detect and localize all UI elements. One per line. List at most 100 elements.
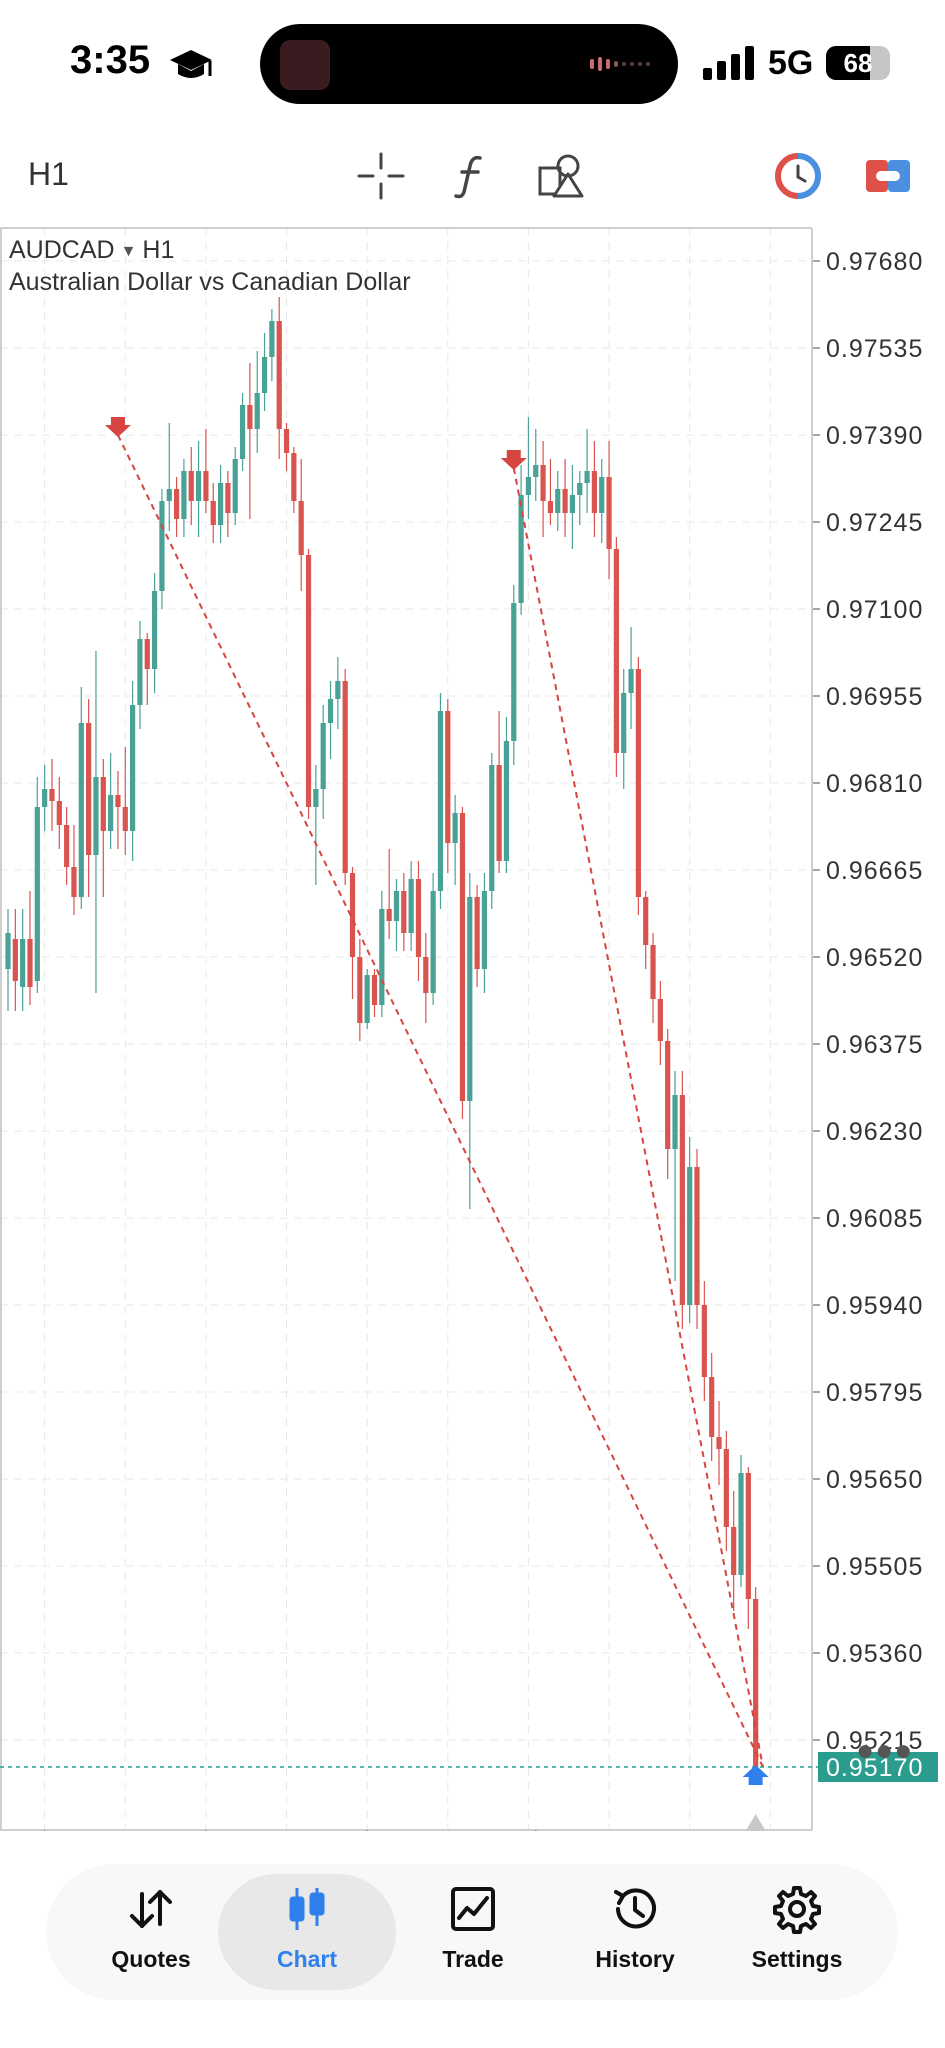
candle-body [364,975,370,1023]
crosshair-icon[interactable] [357,152,405,200]
buy-arrow-icon [742,1765,769,1785]
candle-body [93,777,99,855]
history-clock-icon [614,1888,656,1929]
candle-body [49,789,55,801]
current-price-label: 0.95170 [826,1754,923,1782]
candle-body [144,639,150,669]
y-tick-label: 0.96085 [826,1205,923,1233]
candle-body [533,465,539,477]
candle-body [349,873,356,957]
candle-body [481,891,488,969]
candle-body [115,795,121,807]
candle-body [254,393,260,429]
nav-quotes[interactable]: Quotes [62,1874,240,1990]
candle-body [599,477,605,513]
candle-body [518,495,524,603]
candle-body [210,501,216,525]
candle-body [606,477,612,549]
trade-chart-icon [451,1887,495,1931]
candle-body [437,711,444,891]
candle-body [34,807,40,981]
symbol-description: Australian Dollar vs Canadian Dollar [9,268,411,296]
status-bar: 3:35 5G 68 [0,0,945,130]
candle-body [108,795,114,831]
candle-body [64,825,70,867]
media-thumbnail-icon [280,40,330,90]
candle-body [635,669,641,897]
candle-body [261,357,268,393]
candle-body [452,813,458,843]
nav-history[interactable]: History [546,1874,724,1990]
candle-body [320,723,326,789]
candle-body [753,1599,759,1767]
candle-body [269,321,275,357]
candle-body [665,1041,671,1149]
candle-body [27,939,33,987]
candle-body [166,489,172,501]
y-tick-label: 0.95360 [826,1640,923,1668]
candle-body [445,711,451,843]
candle-body [195,471,202,501]
y-tick-label: 0.96230 [826,1118,923,1146]
battery-icon: 68 [826,46,890,80]
nav-chart[interactable]: Chart [218,1874,396,1990]
candle-body [401,891,407,933]
candle-body [42,789,48,807]
candle-body [709,1377,715,1437]
candlestick-icon [289,1888,325,1930]
nav-trade[interactable]: Trade [384,1874,562,1990]
objects-icon[interactable] [538,152,586,200]
candle-body [137,639,143,705]
graduation-cap-icon [170,50,212,78]
candle-body [628,669,634,693]
candle-body [71,867,77,897]
y-tick-label: 0.97245 [826,509,923,537]
bottom-navigation: Quotes Chart Trade History [46,1864,898,2000]
y-tick-label: 0.95215 [826,1727,923,1755]
nav-settings[interactable]: Settings [708,1874,886,1990]
candle-body [100,777,106,831]
y-tick-label: 0.96665 [826,857,923,885]
y-tick-label: 0.95940 [826,1292,923,1320]
candle-body [621,693,627,753]
candle-body [731,1527,737,1575]
candle-body [217,483,224,525]
chart-canvas[interactable]: 0.97680 0.97535 0.97390 0.97245 0.97100 0.969… [0,226,945,1831]
y-tick-label: 0.97390 [826,422,923,450]
candle-body [511,603,517,741]
candle-body [555,489,561,513]
candle-body [540,465,546,501]
network-type: 5G [768,44,814,82]
trade-line [117,434,764,1768]
sell-arrow-icon [104,417,131,437]
symbol-name: AUDCAD [9,236,115,264]
more-options-icon[interactable]: ●●● [856,1734,914,1767]
y-tick-label: 0.97100 [826,596,923,624]
candle-body [5,933,11,969]
trade-history-icon[interactable] [774,152,822,200]
symbol-selector[interactable]: AUDCAD ▼ H1 [9,236,174,265]
candle-body [562,489,568,513]
candle-body [569,495,576,513]
function-icon[interactable] [448,152,496,200]
y-tick-label: 0.95795 [826,1379,923,1407]
status-time: 3:35 [70,38,151,82]
candle-body [20,939,26,987]
candle-body [159,501,165,591]
candle-body [415,879,422,957]
candle-body [342,681,348,873]
candle-body [393,891,400,921]
candle-body [459,813,466,1101]
candle-body [525,477,532,495]
candle-body [357,957,363,1023]
candle-body [672,1095,678,1149]
candle-body [679,1095,685,1305]
battery-level: 68 [843,48,873,78]
one-click-trading-icon[interactable] [864,152,912,200]
candle-body [547,501,554,513]
timeframe-selector[interactable]: H1 [28,156,69,192]
price-chart[interactable]: 0.97680 0.97535 0.97390 0.97245 0.97100 0.969… [0,226,945,1831]
candle-body [181,471,187,519]
candle-body [386,909,392,921]
candle-body [371,975,378,1005]
